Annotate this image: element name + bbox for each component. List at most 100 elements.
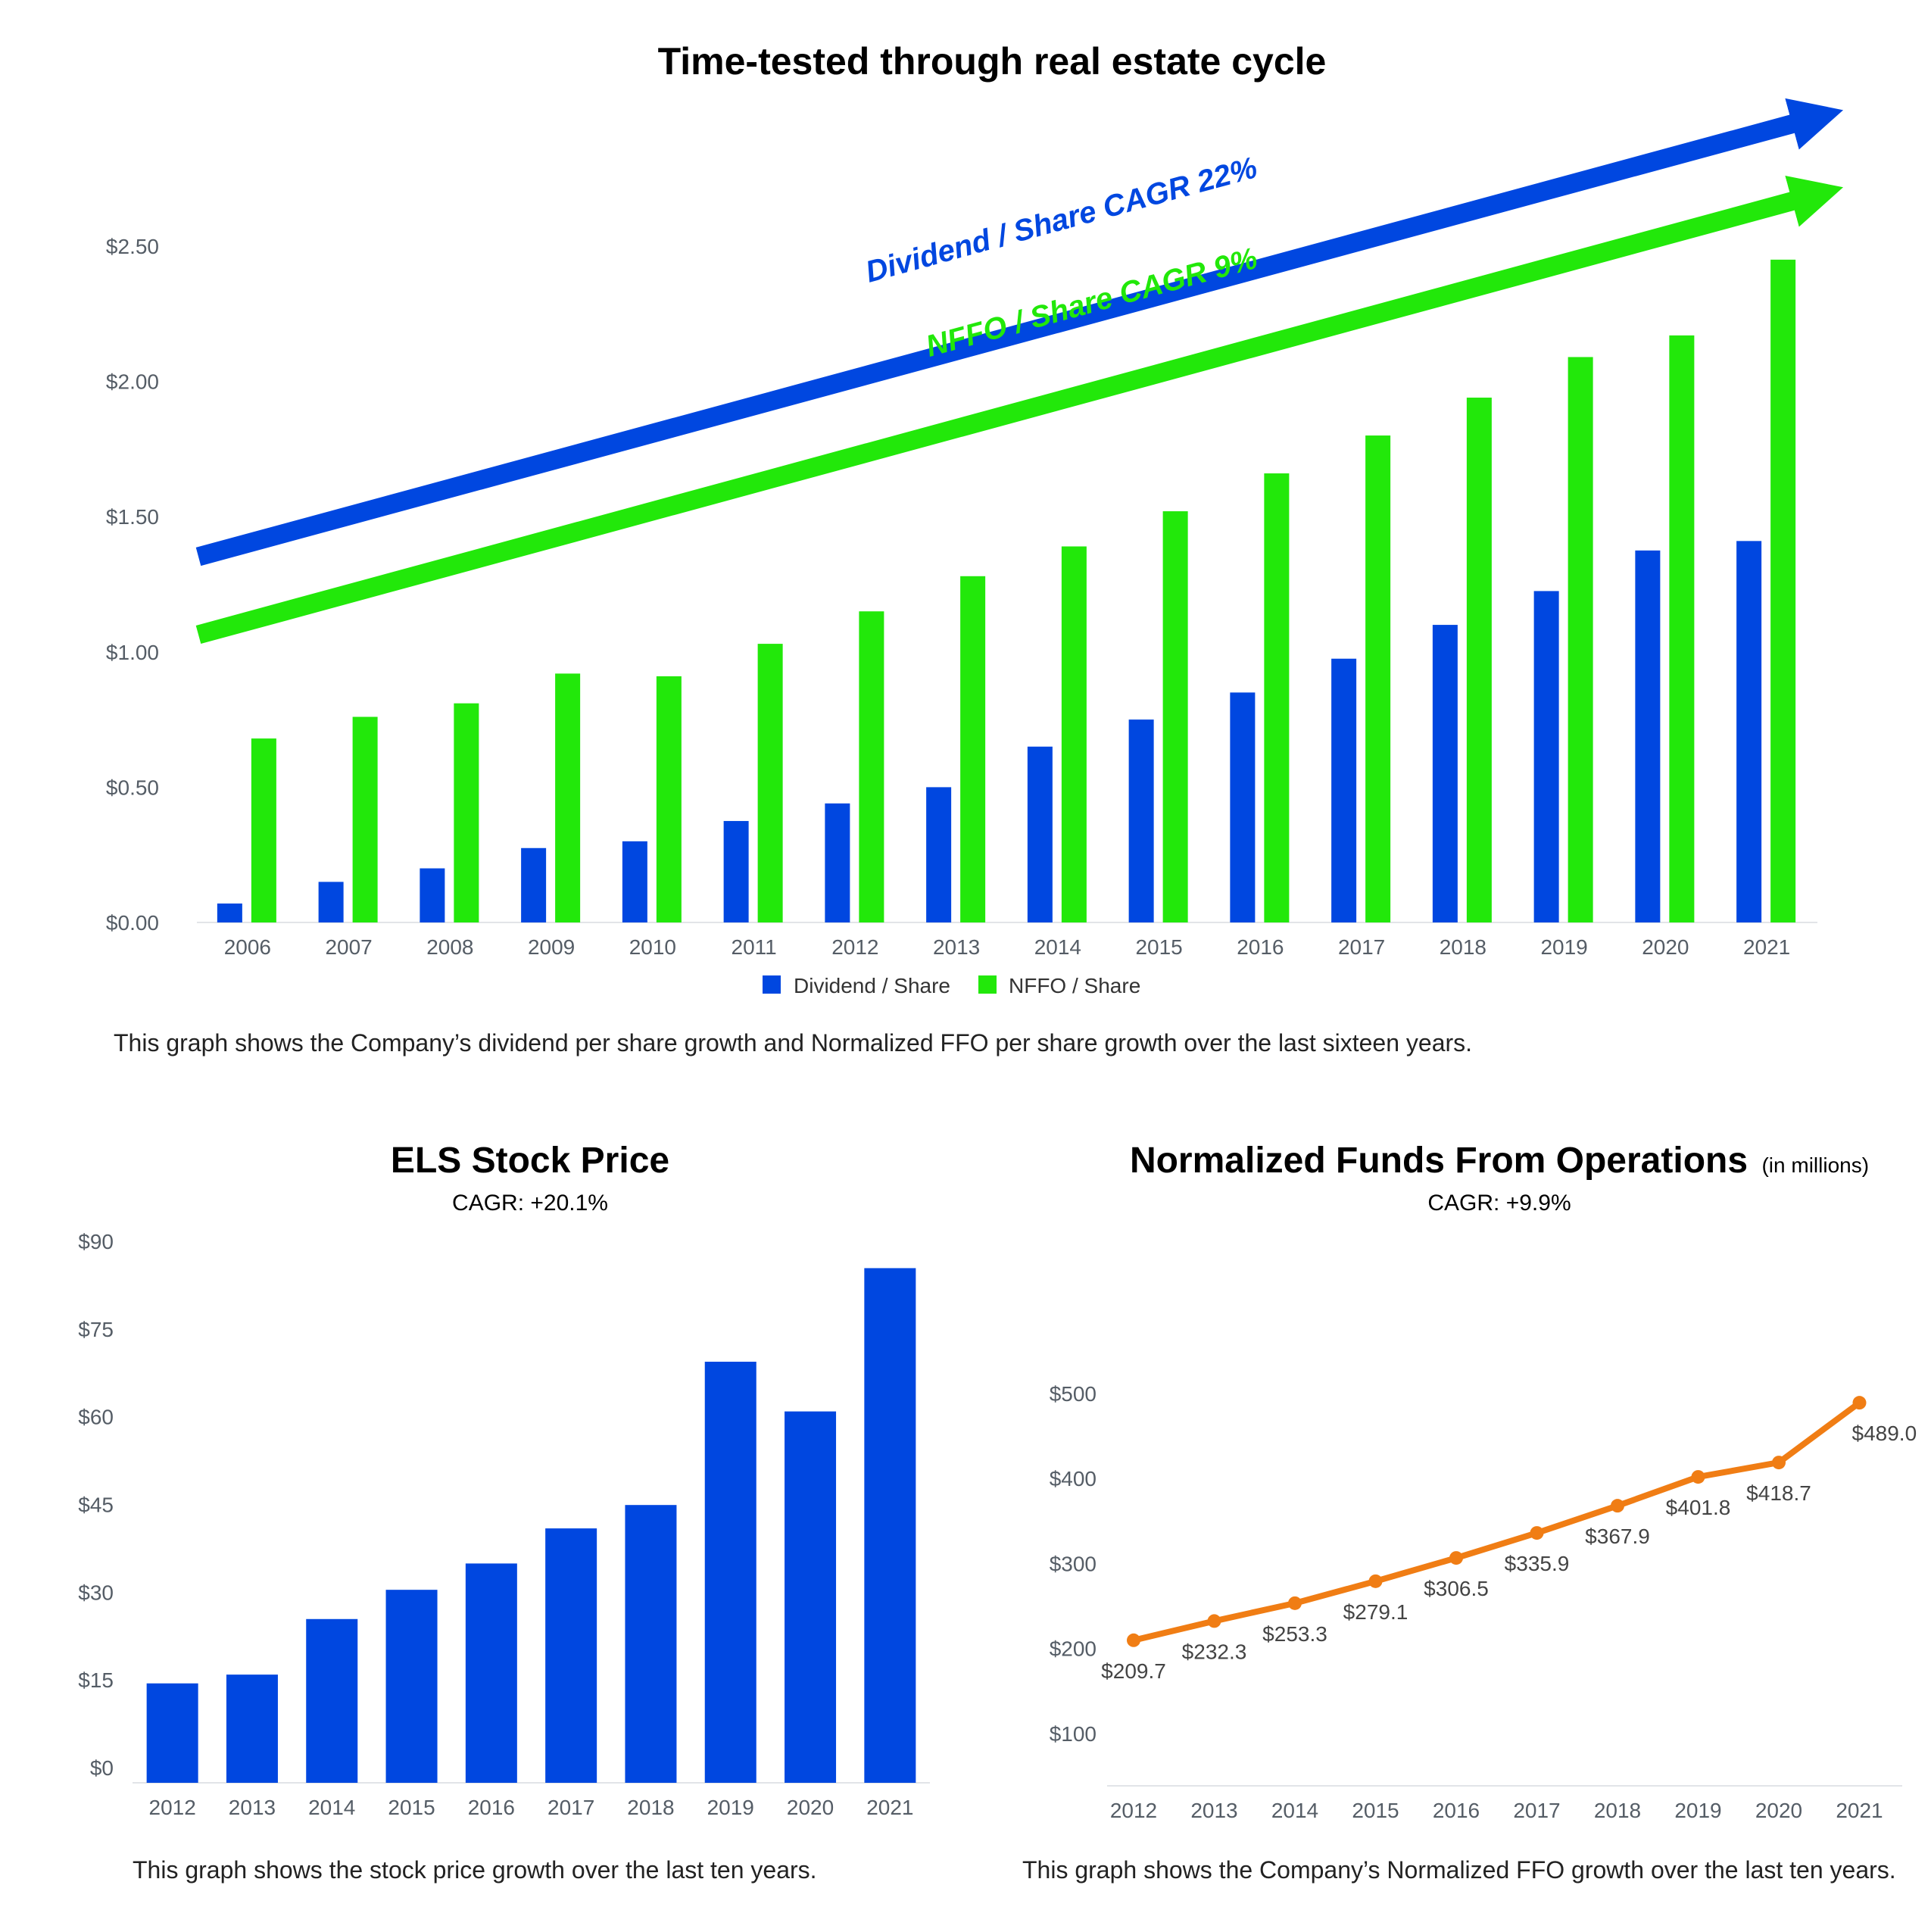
dividend-bar (1635, 550, 1661, 922)
nffo-point (1368, 1574, 1383, 1588)
nffo-bar (1669, 335, 1695, 923)
nffo-cagr-arrow (195, 175, 1844, 645)
nffo-data-label: $335.9 (1505, 1552, 1570, 1575)
y-tick-label: $200 (1050, 1637, 1097, 1661)
dividend-bar (1736, 541, 1762, 922)
x-tick-label: 2016 (1433, 1799, 1480, 1822)
dividend-bar (217, 903, 242, 922)
dividend-bar (521, 847, 547, 922)
nffo-bar (454, 703, 479, 922)
chart2-x-axis: 2012 2013 2014 2015 2016 2017 2018 2019 2020 2021 (149, 1796, 914, 1819)
y-tick-label: $2.00 (106, 370, 159, 394)
nffo-point (1852, 1396, 1867, 1410)
nffo-point (1691, 1470, 1705, 1484)
nffo-data-label: $418.7 (1746, 1481, 1811, 1505)
x-tick-label: 2019 (1540, 935, 1587, 959)
x-tick-label: 2015 (1352, 1799, 1399, 1822)
y-tick-label: $1.50 (106, 505, 159, 529)
x-tick-label: 2013 (229, 1796, 276, 1819)
x-tick-label: 2018 (1440, 935, 1486, 959)
x-tick-label: 2012 (1110, 1799, 1157, 1822)
x-tick-label: 2016 (1237, 935, 1284, 959)
dividend-bar (926, 787, 952, 922)
nffo-data-label: $209.7 (1101, 1659, 1166, 1683)
nffo-data-label: $253.3 (1262, 1622, 1327, 1646)
x-tick-label: 2020 (1755, 1799, 1802, 1822)
chart1-bars (217, 259, 1796, 923)
stock-price-bar (545, 1528, 597, 1783)
chart3-y-axis: $100 $200 $300 $400 $500 (1050, 1382, 1902, 1787)
dividend-bar (318, 882, 344, 922)
x-tick-label: 2014 (1271, 1799, 1318, 1822)
y-tick-label: $45 (78, 1493, 114, 1517)
x-tick-label: 2012 (831, 935, 878, 959)
chart1-caption: This graph shows the Company’s dividend … (114, 1029, 1472, 1057)
nffo-point (1772, 1456, 1786, 1470)
y-tick-label: $60 (78, 1406, 114, 1429)
stock-price-bar (704, 1362, 756, 1783)
nffo-point (1288, 1596, 1302, 1610)
nffo-bar (1466, 398, 1492, 922)
y-tick-label: $2.50 (106, 235, 159, 258)
dividend-bar (1331, 658, 1357, 922)
chart3-caption: This graph shows the Company’s Normalize… (1022, 1856, 1896, 1884)
legend-dividend-swatch (763, 975, 781, 994)
dividend-bar (825, 803, 850, 922)
y-tick-label: $400 (1050, 1467, 1097, 1490)
dividend-bar (622, 841, 647, 922)
nffo-data-label: $232.3 (1182, 1640, 1247, 1663)
nffo-bar (352, 716, 378, 922)
chart2-title: ELS Stock Price (391, 1141, 669, 1181)
nffo-data-label: $489.0 (1852, 1422, 1917, 1445)
nffo-point (1127, 1633, 1140, 1647)
x-tick-label: 2015 (388, 1796, 435, 1819)
x-tick-label: 2020 (787, 1796, 834, 1819)
dividend-bar (420, 868, 445, 922)
y-tick-label: $300 (1050, 1552, 1097, 1575)
x-tick-label: 2011 (732, 935, 777, 959)
dividend-bar (1230, 692, 1256, 922)
dividend-bar (1027, 746, 1053, 922)
chart3-title-note: (in millions) (1761, 1153, 1869, 1177)
stock-price-bar (226, 1675, 278, 1783)
nffo-point (1207, 1614, 1221, 1628)
nffo-point (1611, 1499, 1624, 1513)
nffo-bar (1162, 511, 1188, 922)
nffo-line (1131, 1400, 1863, 1643)
x-tick-label: 2015 (1135, 935, 1182, 959)
y-tick-label: $75 (78, 1318, 114, 1341)
nffo-point (1530, 1526, 1544, 1540)
chart2-y-axis: $0 $15 $30 $45 $60 $75 $90 (78, 1230, 930, 1784)
y-tick-label: $100 (1050, 1722, 1097, 1746)
nffo-data-label: $279.1 (1343, 1600, 1408, 1624)
y-tick-label: $90 (78, 1230, 114, 1253)
chart1-legend: Dividend / Share NFFO / Share (763, 974, 1140, 997)
nffo-bar (1770, 259, 1796, 922)
x-tick-label: 2013 (933, 935, 980, 959)
stock-price-bar (625, 1505, 677, 1783)
nffo-bar (1061, 546, 1087, 922)
chart2-bars (146, 1268, 916, 1783)
legend-nffo-swatch (978, 975, 997, 994)
y-tick-label: $0 (90, 1756, 114, 1780)
x-tick-label: 2020 (1642, 935, 1689, 959)
x-tick-label: 2012 (149, 1796, 196, 1819)
x-tick-label: 2017 (1513, 1799, 1560, 1822)
dividend-bar (1432, 625, 1458, 922)
legend-nffo-label: NFFO / Share (1009, 974, 1140, 997)
x-tick-label: 2007 (325, 935, 372, 959)
chart3-series: $209.7 $232.3 $253.3 $279.1 $306.5 $335.9 $367… (1101, 1396, 1917, 1683)
chart3-cagr: CAGR: +9.9% (1427, 1191, 1571, 1216)
nffo-bar (251, 738, 276, 922)
x-tick-label: 2019 (1674, 1799, 1721, 1822)
x-tick-label: 2006 (224, 935, 271, 959)
nffo-data-label: $367.9 (1585, 1525, 1650, 1548)
dividend-bar (723, 821, 749, 922)
y-tick-label: $15 (78, 1668, 114, 1692)
x-tick-label: 2010 (629, 935, 676, 959)
dividend-bar (1533, 591, 1559, 922)
nffo-data-label: $306.5 (1424, 1577, 1489, 1600)
x-tick-label: 2017 (1338, 935, 1385, 959)
x-tick-label: 2017 (547, 1796, 594, 1819)
dividend-bar (1128, 719, 1154, 922)
